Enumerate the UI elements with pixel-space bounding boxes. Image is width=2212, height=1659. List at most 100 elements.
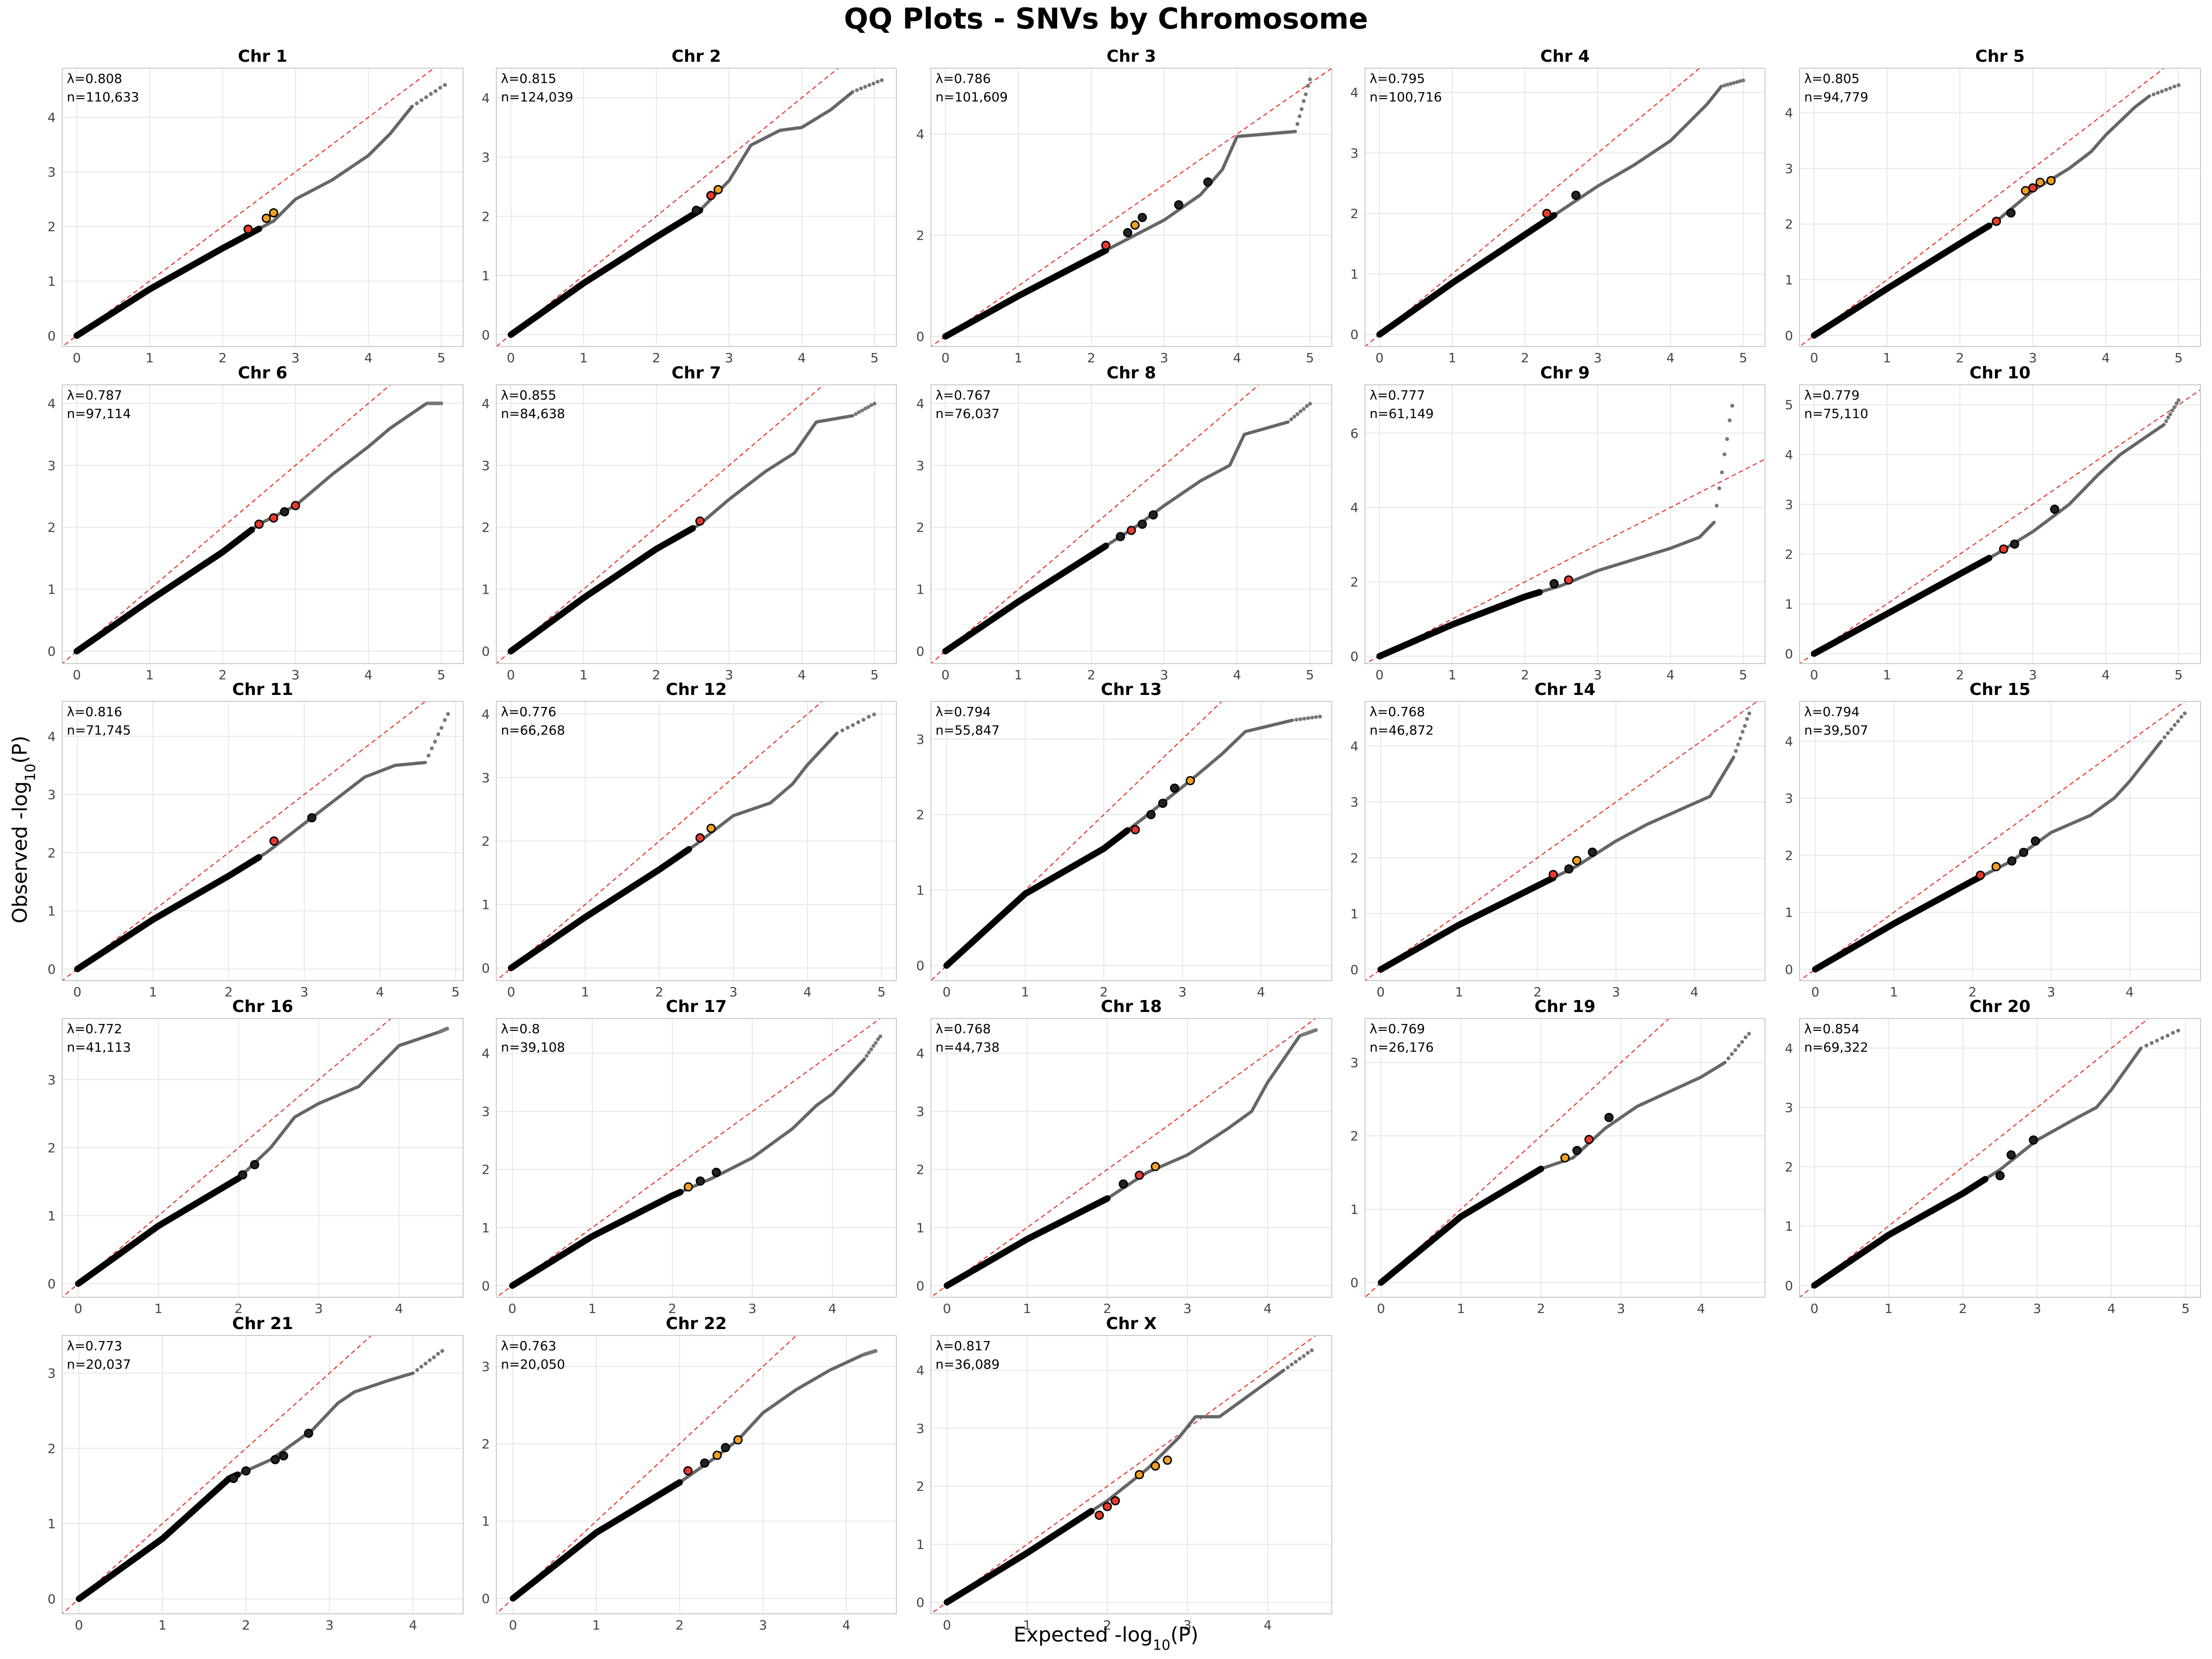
lambda-annotation: λ=0.768 xyxy=(935,1021,991,1036)
lambda-annotation: λ=0.816 xyxy=(67,704,122,719)
x-tick-label: 2 xyxy=(1103,1301,1112,1316)
highlight-point xyxy=(695,516,705,526)
panel-title: Chr 14 xyxy=(1535,680,1595,699)
highlight-point xyxy=(1130,220,1140,230)
panel-frame xyxy=(930,68,1332,347)
highlight-point xyxy=(1111,1496,1120,1506)
tail-point xyxy=(1729,82,1733,86)
qq-tail-points xyxy=(698,90,854,212)
tail-point xyxy=(1308,77,1312,82)
panel-title: Chr 20 xyxy=(1970,997,2030,1016)
highlight-point xyxy=(700,1458,710,1468)
x-tick-label: 2 xyxy=(668,1301,677,1316)
highlight-point xyxy=(695,1176,705,1186)
tail-point xyxy=(859,86,863,91)
qq-tail-points xyxy=(678,1057,866,1194)
panel-chr-17: 0 1 2 3 4 0 1 2 3 4 Chr 17 λ=0.8 n=39,108 xyxy=(482,997,897,1316)
x-tick-label: 4 xyxy=(395,1301,403,1316)
n-annotation: n=76,037 xyxy=(935,406,1000,421)
n-annotation: n=69,322 xyxy=(1804,1040,1868,1055)
x-tick-label: 2 xyxy=(1521,667,1529,682)
x-tick-label: 0 xyxy=(1811,984,1819,1000)
tail-point xyxy=(1301,99,1306,103)
lambda-annotation: λ=0.794 xyxy=(1804,704,1859,719)
tail-point xyxy=(871,82,876,86)
tail-point xyxy=(1302,717,1306,721)
qq-tail-points xyxy=(1539,1061,1727,1171)
y-tick-label: 3 xyxy=(47,1072,56,1088)
x-tick-label: 1 xyxy=(1884,1301,1893,1316)
highlight-point xyxy=(1116,532,1125,541)
lambda-annotation: λ=0.854 xyxy=(1804,1021,1859,1036)
plot-area xyxy=(62,68,447,347)
y-tick-label: 2 xyxy=(916,1479,924,1494)
tail-point xyxy=(1738,79,1742,83)
x-tick-label: 0 xyxy=(74,1301,82,1316)
y-tick-label: 4 xyxy=(1785,1041,1793,1056)
highlight-point xyxy=(261,213,271,223)
panel-frame xyxy=(62,68,464,347)
highlight-point xyxy=(1148,510,1158,520)
tail-point xyxy=(1295,122,1300,126)
plot-area xyxy=(1365,701,1759,981)
tail-point xyxy=(439,401,443,406)
x-tick-label: 0 xyxy=(1810,1301,1818,1316)
y-tick-label: 1 xyxy=(1785,272,1793,288)
x-tick-label: 5 xyxy=(2175,667,2183,682)
tail-point xyxy=(1736,742,1740,747)
y-tick-label: 4 xyxy=(47,110,56,125)
x-tick-label: 5 xyxy=(2182,1301,2190,1316)
highlight-point xyxy=(1549,579,1559,588)
highlight-point xyxy=(683,1466,693,1476)
x-tick-label: 4 xyxy=(1697,1301,1705,1316)
y-tick-label: 2 xyxy=(482,1162,490,1177)
tail-point xyxy=(426,753,431,758)
panel-frame xyxy=(496,701,897,981)
x-tick-label: 0 xyxy=(508,1301,517,1316)
tail-point xyxy=(1304,92,1308,96)
x-tick-label: 0 xyxy=(1376,350,1384,365)
tail-point xyxy=(2172,723,2177,727)
n-annotation: n=44,738 xyxy=(935,1040,1000,1055)
qq-core-points xyxy=(510,1479,683,1602)
panel-title: Chr 7 xyxy=(671,364,721,382)
tail-point xyxy=(1722,452,1727,457)
reference-line xyxy=(931,701,1223,981)
x-tick-label: 3 xyxy=(1183,1618,1192,1633)
panel-title: Chr 4 xyxy=(1540,47,1589,66)
y-tick-label: 2 xyxy=(1785,217,1793,232)
x-tick-label: 2 xyxy=(1537,1301,1545,1316)
tail-point xyxy=(1741,78,1745,82)
qq-tail-points xyxy=(1106,1034,1301,1200)
qq-core-points xyxy=(1376,589,1543,659)
y-tick-label: 4 xyxy=(482,1046,490,1061)
x-tick-label: 5 xyxy=(1306,667,1314,682)
tail-point xyxy=(846,725,850,730)
y-tick-label: 3 xyxy=(1785,791,1793,806)
y-tick-label: 0 xyxy=(916,329,924,344)
highlight-point xyxy=(1548,870,1558,879)
highlight-point xyxy=(1584,1135,1594,1144)
qq-core-points xyxy=(942,542,1109,655)
n-annotation: n=84,638 xyxy=(501,406,565,421)
highlight-point xyxy=(269,513,278,523)
highlight-point xyxy=(2010,539,2019,549)
qq-core-points xyxy=(507,525,696,655)
highlight-point xyxy=(271,1455,280,1465)
highlight-point xyxy=(1137,212,1147,222)
qq-tail-points xyxy=(1987,423,2166,560)
y-tick-label: 1 xyxy=(47,1516,56,1531)
highlight-point xyxy=(307,813,317,823)
x-tick-label: 3 xyxy=(1160,350,1168,365)
panel-frame xyxy=(496,384,897,664)
y-axis-label: Observed -log10(P) xyxy=(8,735,39,924)
y-tick-label: 3 xyxy=(482,1104,490,1119)
y-tick-label: 3 xyxy=(1785,161,1793,176)
x-tick-label: 1 xyxy=(1890,984,1898,1000)
qq-tail-points xyxy=(691,414,854,530)
x-tick-label: 0 xyxy=(1810,350,1818,365)
n-annotation: n=55,847 xyxy=(935,723,1000,738)
lambda-annotation: λ=0.773 xyxy=(67,1338,122,1353)
panel-frame xyxy=(62,1018,464,1298)
highlight-point xyxy=(1163,1455,1172,1465)
